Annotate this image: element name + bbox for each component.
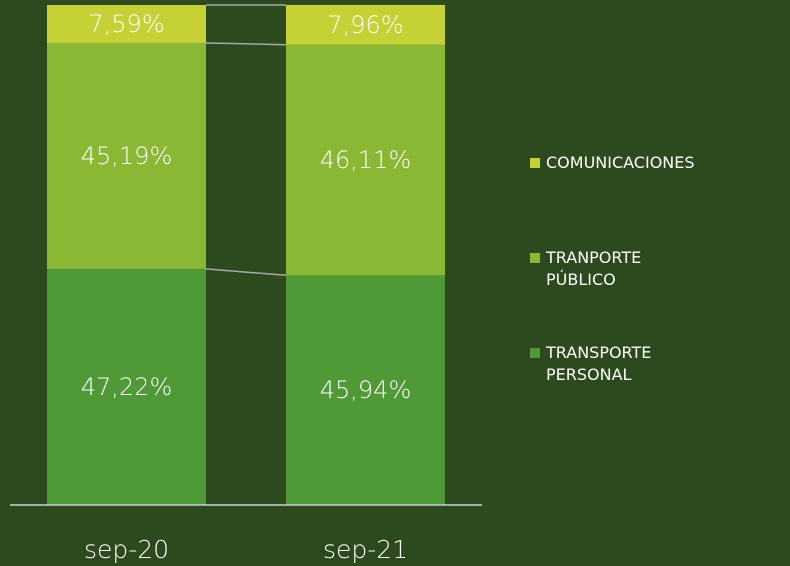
legend-item: TRANPORTE PÚBLICO	[530, 247, 701, 291]
legend-item: COMUNICACIONES	[530, 152, 701, 174]
legend-label: TRANSPORTE PERSONAL	[546, 343, 652, 384]
x-tick-label: sep-21	[323, 535, 408, 564]
bar-segment	[286, 44, 445, 276]
bar-segment	[286, 275, 445, 505]
bar-segment	[286, 4, 445, 45]
bar-segment	[47, 42, 206, 269]
legend-swatch	[530, 253, 540, 263]
value-label: 45,94%	[320, 376, 412, 404]
legend-label: TRANPORTE PÚBLICO	[546, 248, 642, 289]
legend-swatch	[530, 348, 540, 358]
value-label: 45,19%	[81, 142, 173, 170]
value-label: 46,11%	[320, 146, 412, 174]
value-label: 7,96%	[327, 11, 403, 39]
bar-segment	[47, 5, 206, 43]
legend-swatch	[530, 158, 540, 168]
series-line	[205, 42, 287, 46]
legend-label: COMUNICACIONES	[546, 153, 695, 172]
series-line	[205, 268, 287, 277]
value-label: 47,22%	[81, 373, 173, 401]
x-tick-label: sep-20	[84, 535, 169, 564]
legend-item: TRANSPORTE PERSONAL	[530, 342, 701, 386]
value-label: 7,59%	[88, 10, 164, 38]
bar-segment	[47, 268, 206, 505]
